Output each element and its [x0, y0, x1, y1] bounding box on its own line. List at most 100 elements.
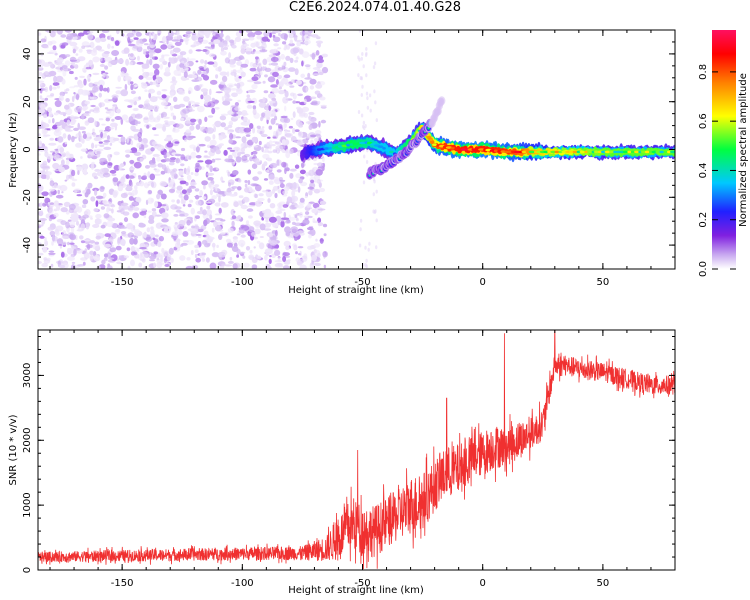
noise-blob: [238, 195, 244, 199]
noise-blob: [203, 94, 212, 102]
noise-blob: [114, 124, 118, 131]
noise-blob: [203, 230, 209, 236]
noise-speckle: [359, 218, 363, 223]
noise-blob: [205, 33, 210, 39]
noise-speckle: [365, 47, 368, 51]
noise-blob: [167, 30, 174, 37]
noise-blob: [100, 186, 105, 190]
noise-blob: [43, 114, 48, 118]
noise-blob: [38, 59, 42, 65]
noise-blob: [77, 264, 85, 267]
noise-blob: [76, 206, 83, 213]
noise-blob: [185, 114, 188, 119]
noise-blob: [308, 190, 313, 196]
noise-blob: [170, 45, 175, 48]
noise-blob: [123, 255, 130, 259]
noise-blob: [226, 187, 232, 193]
noise-speckle: [369, 108, 372, 113]
noise-blob: [128, 175, 135, 179]
noise-blob: [277, 67, 283, 71]
noise-blob: [218, 252, 226, 258]
noise-blob: [143, 144, 148, 148]
noise-blob: [150, 181, 155, 188]
spectrogram-axes: -150 -100 -50 0 50 -40 -20 0 20 40: [22, 29, 676, 288]
noise-blob: [168, 57, 172, 62]
noise-blob: [268, 105, 272, 112]
y-tick-label: -20: [22, 189, 33, 205]
noise-blob: [67, 134, 72, 141]
noise-blob: [288, 43, 295, 47]
noise-blob: [161, 89, 168, 92]
noise-blob: [317, 252, 321, 258]
noise-blob: [194, 102, 200, 105]
noise-blob: [48, 208, 54, 215]
noise-blob: [86, 74, 91, 80]
noise-blob: [272, 48, 279, 54]
noise-blob: [269, 162, 278, 169]
noise-blob: [154, 56, 158, 60]
noise-blob: [43, 129, 48, 135]
noise-blob: [176, 199, 180, 204]
noise-blob: [77, 108, 81, 113]
noise-blob: [228, 154, 233, 160]
noise-blob: [161, 111, 168, 118]
noise-blob: [102, 172, 111, 178]
noise-blob: [284, 123, 287, 128]
noise-blob: [95, 222, 99, 227]
noise-blob: [61, 42, 69, 46]
noise-blob: [100, 37, 107, 42]
noise-blob: [261, 126, 265, 129]
noise-blob: [88, 59, 94, 66]
noise-blob: [233, 201, 239, 208]
noise-blob: [278, 86, 282, 90]
noise-blob: [101, 70, 106, 73]
noise-blob: [173, 223, 180, 230]
noise-blob: [199, 206, 203, 212]
noise-blob: [109, 109, 115, 117]
noise-speckle: [364, 53, 368, 57]
noise-blob: [283, 186, 290, 192]
noise-blob: [297, 93, 303, 97]
noise-blob: [69, 86, 76, 89]
noise-blob: [272, 36, 281, 43]
noise-blob: [192, 104, 196, 108]
noise-blob: [39, 171, 47, 175]
noise-blob: [155, 123, 163, 129]
noise-blob: [263, 212, 271, 218]
noise-blob: [138, 175, 141, 178]
branch-blob: [440, 99, 444, 103]
noise-blob: [171, 76, 176, 82]
signal-track-core: [504, 150, 510, 154]
noise-blob: [195, 200, 202, 206]
noise-blob: [75, 93, 80, 101]
noise-blob: [107, 43, 111, 50]
noise-blob: [173, 214, 179, 217]
noise-blob: [248, 226, 255, 233]
noise-blob: [193, 146, 197, 152]
noise-blob: [185, 168, 191, 176]
noise-blob: [147, 189, 153, 195]
noise-blob: [132, 107, 139, 112]
noise-blob: [274, 260, 282, 263]
noise-blob: [247, 100, 255, 103]
noise-blob: [117, 237, 121, 244]
noise-speckle: [375, 218, 378, 223]
noise-blob: [80, 240, 86, 244]
noise-speckle: [357, 73, 360, 78]
noise-blob: [176, 189, 182, 194]
noise-blob: [245, 30, 253, 33]
noise-blob: [185, 155, 190, 160]
noise-blob: [257, 255, 262, 260]
noise-blob: [143, 43, 149, 46]
noise-blob: [178, 168, 184, 171]
noise-blob: [52, 118, 55, 124]
noise-blob: [67, 241, 70, 246]
noise-blob: [289, 172, 294, 179]
noise-speckle: [365, 258, 368, 263]
noise-blob: [287, 259, 291, 262]
noise-blob: [113, 164, 121, 171]
noise-blob: [84, 100, 90, 105]
noise-blob: [93, 255, 101, 262]
noise-blob: [47, 41, 53, 46]
